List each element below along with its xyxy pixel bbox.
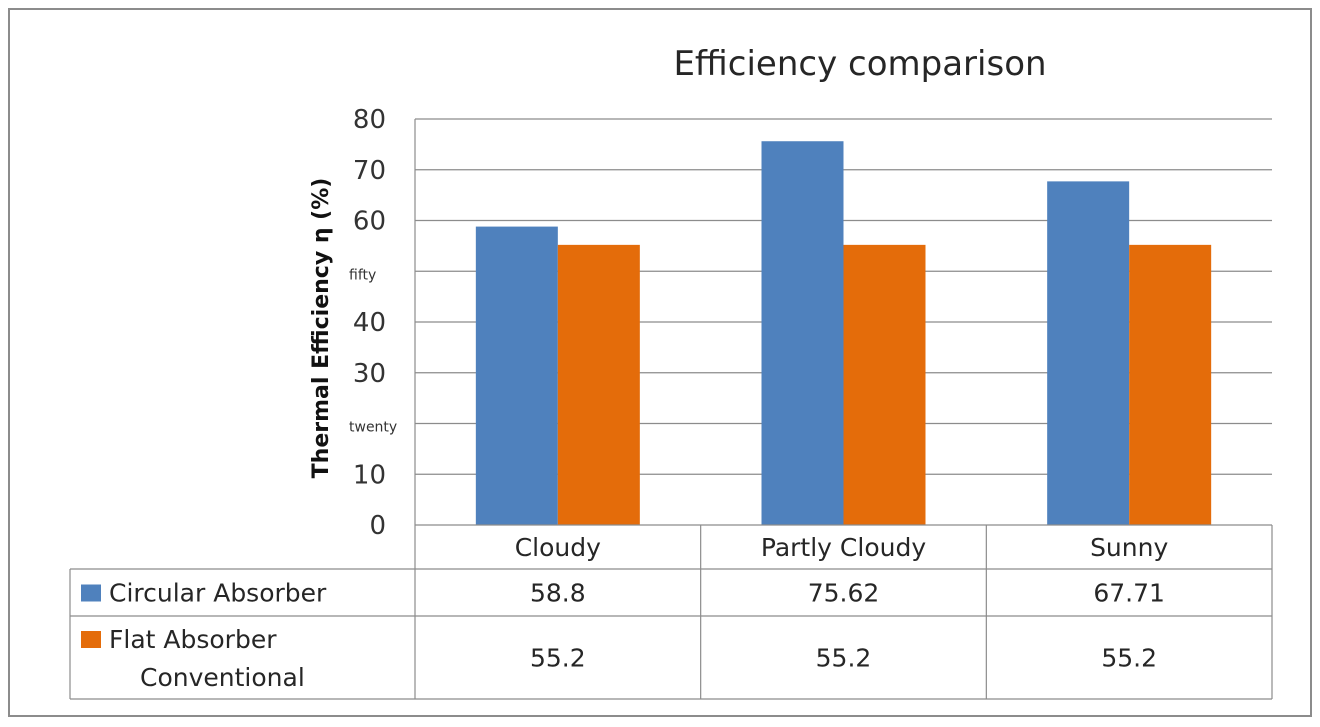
bar-series-1-sunny	[1129, 244, 1212, 526]
data-label: 55.2	[1101, 644, 1157, 673]
data-label: 58.8	[530, 579, 586, 608]
legend-swatch	[81, 631, 101, 648]
y-tick-label: 10	[353, 460, 386, 490]
legend-label-line-2: Conventional	[140, 663, 305, 692]
x-tick-label: Sunny	[1090, 533, 1168, 562]
bars	[475, 141, 1212, 526]
data-label: 55.2	[816, 644, 872, 673]
legend-label: Circular Absorber	[109, 579, 327, 608]
bar-series-1-cloudy	[557, 244, 640, 526]
y-ticks: 0 10 twenty 30 40 fifty 60 70 80	[349, 105, 397, 541]
data-label: 75.62	[808, 579, 880, 608]
y-tick-label: 30	[353, 359, 386, 389]
bar-series-1-partly-cloudy	[843, 244, 926, 526]
data-label: 67.71	[1093, 579, 1165, 608]
legend-swatch	[81, 584, 101, 602]
bar-series-0-partly-cloudy	[761, 141, 844, 525]
data-label: 55.2	[530, 644, 586, 673]
y-tick-label: 80	[353, 105, 386, 135]
bar-series-0-cloudy	[475, 226, 558, 525]
y-tick-label: twenty	[349, 420, 397, 436]
bar-series-0-sunny	[1047, 181, 1130, 525]
x-tick-label: Cloudy	[515, 533, 601, 562]
chart-title: Efficiency comparison	[673, 44, 1046, 84]
y-tick-label: 0	[369, 511, 386, 541]
y-tick-label: fifty	[349, 267, 376, 283]
data-table: Cloudy Partly Cloudy Sunny Circular Absorbe…	[69, 524, 1273, 700]
y-axis-label: Thermal Efficiency η (%)	[309, 178, 334, 479]
y-tick-label: 60	[353, 207, 386, 237]
y-tick-label: 40	[353, 308, 386, 338]
legend-label-line-1: Flat Absorber	[109, 625, 277, 654]
x-tick-label: Partly Cloudy	[761, 533, 926, 562]
y-tick-label: 70	[353, 156, 386, 186]
